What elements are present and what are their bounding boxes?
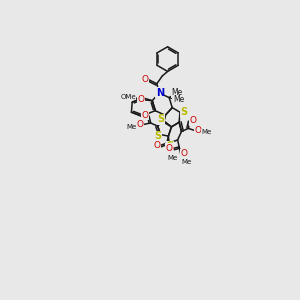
Text: S: S bbox=[167, 141, 173, 151]
Text: S: S bbox=[157, 114, 164, 124]
Text: O: O bbox=[180, 149, 187, 158]
Text: O: O bbox=[153, 141, 160, 150]
Text: O: O bbox=[138, 94, 145, 103]
Text: OMe: OMe bbox=[121, 94, 136, 100]
Text: O: O bbox=[166, 144, 173, 153]
Text: Me: Me bbox=[201, 129, 211, 135]
Text: O: O bbox=[136, 120, 143, 129]
Text: O: O bbox=[142, 75, 149, 84]
Text: Me: Me bbox=[181, 158, 191, 164]
Text: S: S bbox=[180, 107, 187, 117]
Text: N: N bbox=[156, 88, 164, 98]
Text: Me: Me bbox=[167, 155, 177, 161]
Text: Me: Me bbox=[171, 88, 182, 98]
Text: O: O bbox=[142, 111, 149, 120]
Text: Me: Me bbox=[126, 124, 136, 130]
Text: O: O bbox=[195, 126, 202, 135]
Text: O: O bbox=[167, 146, 173, 154]
Text: Me: Me bbox=[173, 95, 184, 104]
Text: O: O bbox=[190, 116, 196, 125]
Text: S: S bbox=[154, 131, 161, 141]
